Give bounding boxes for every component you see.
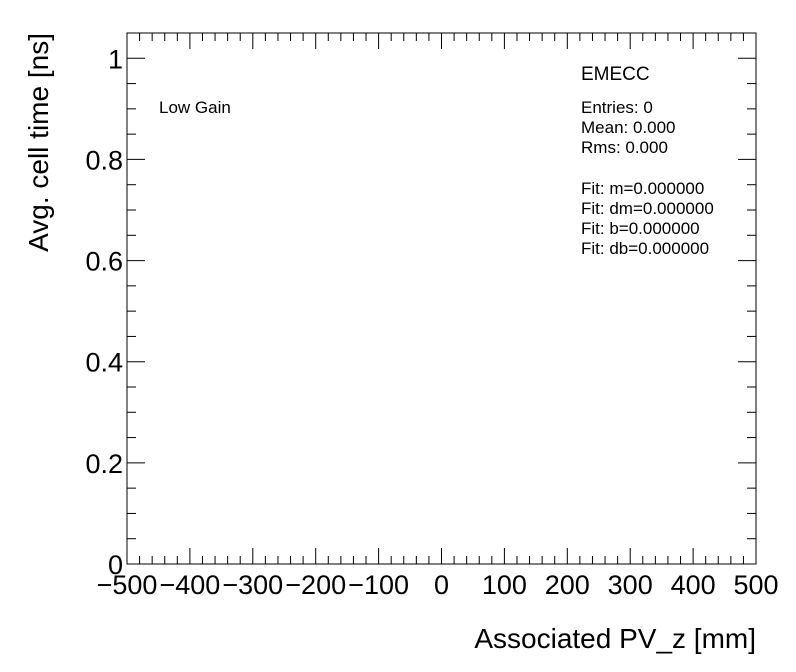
fit-m: Fit: m=0.000000 (581, 179, 704, 198)
x-tick-label: 0 (434, 570, 449, 600)
x-tick-label: 500 (733, 570, 778, 600)
fit-dm: Fit: dm=0.000000 (581, 199, 714, 218)
stats-entries: Entries: 0 (581, 98, 653, 117)
y-tick-label: 1 (108, 44, 123, 74)
y-axis-label: Avg. cell time [ns] (23, 33, 54, 252)
y-tick-label: 0.8 (85, 145, 123, 175)
y-tick-label: 0.4 (85, 348, 123, 378)
fit-b: Fit: b=0.000000 (581, 219, 700, 238)
x-tick-label: 100 (482, 570, 527, 600)
x-axis-label: Associated PV_z [mm] (474, 623, 756, 654)
y-tick-label: 0.6 (85, 247, 123, 277)
x-tick-label: −300 (222, 570, 283, 600)
gain-label: Low Gain (159, 98, 231, 117)
x-tick-label: 200 (545, 570, 590, 600)
stats-rms: Rms: 0.000 (581, 138, 668, 157)
y-tick-label: 0 (108, 550, 123, 580)
stats-mean: Mean: 0.000 (581, 118, 676, 137)
x-tick-label: −500 (97, 570, 158, 600)
fit-db: Fit: db=0.000000 (581, 239, 709, 258)
y-tick-label: 0.2 (85, 449, 123, 479)
x-tick-label: −400 (159, 570, 220, 600)
x-tick-label: 400 (671, 570, 716, 600)
x-tick-label: 300 (608, 570, 653, 600)
x-tick-label: −100 (348, 570, 409, 600)
partition-label: EMECC (581, 64, 650, 85)
x-tick-label: −200 (285, 570, 346, 600)
